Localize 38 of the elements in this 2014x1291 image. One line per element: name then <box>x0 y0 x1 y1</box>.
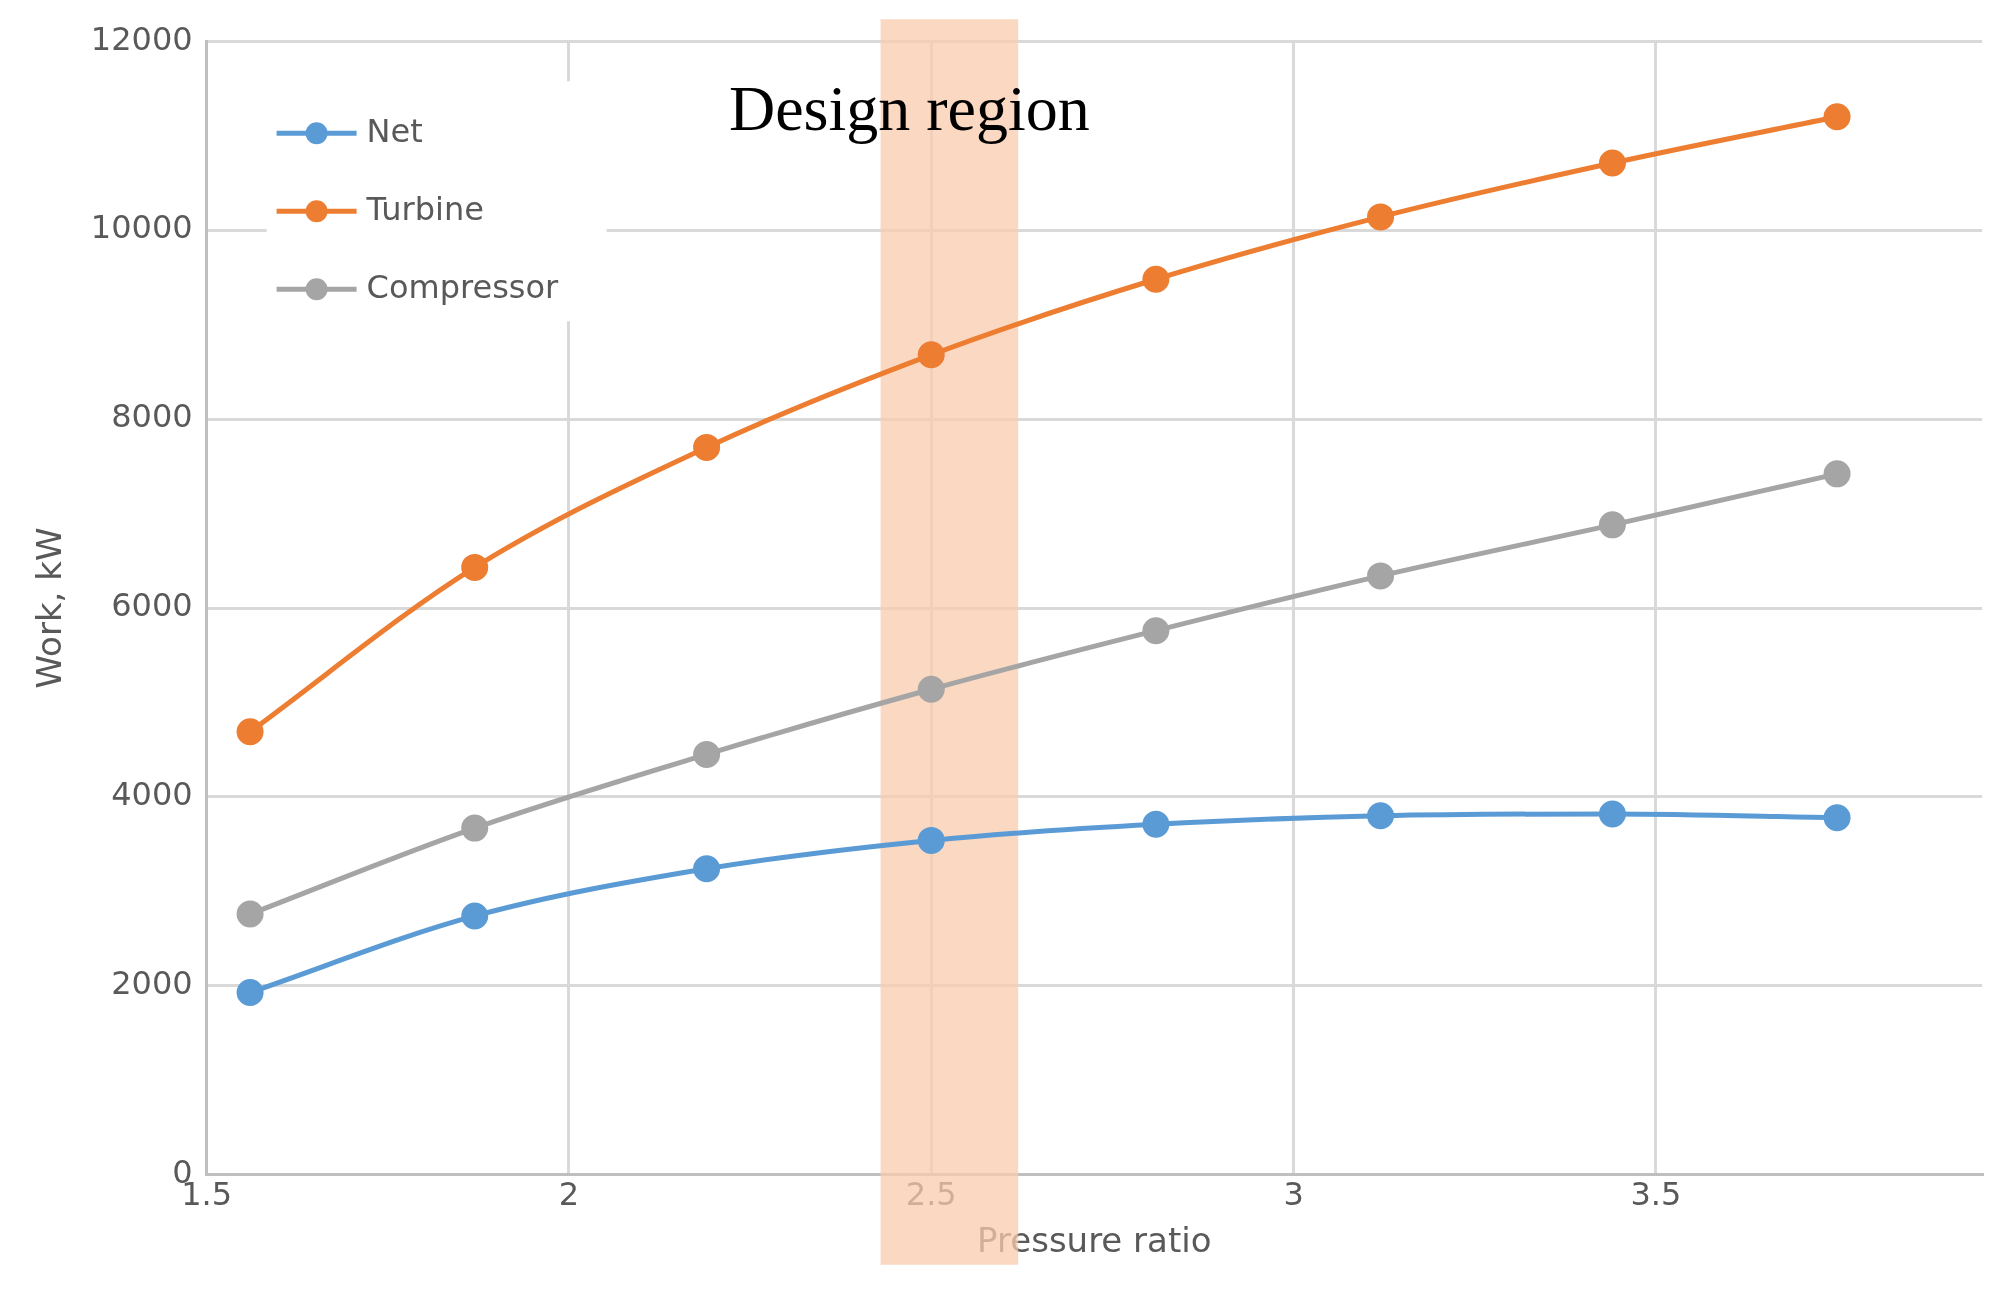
point <box>917 826 945 854</box>
y-tick-label: 2000 <box>111 964 193 1003</box>
point <box>236 978 264 1006</box>
x-tick-label: 3 <box>1283 1175 1304 1214</box>
point <box>1598 149 1626 177</box>
x-tick-label: 2 <box>558 1175 580 1214</box>
y-tick-label: 10000 <box>90 208 193 247</box>
point <box>236 718 264 746</box>
point <box>1823 460 1851 488</box>
point <box>1598 800 1626 828</box>
band-label: Design region <box>728 73 1090 145</box>
point <box>461 553 489 581</box>
y-tick-label: 4000 <box>111 775 193 814</box>
point <box>1823 804 1851 832</box>
point <box>917 675 945 703</box>
legend-label: Turbine <box>365 189 484 228</box>
point <box>236 900 264 928</box>
point <box>693 740 721 768</box>
point <box>1367 203 1395 231</box>
point <box>1367 562 1395 590</box>
x-tick-label: 3.5 <box>1630 1175 1682 1214</box>
point <box>1598 511 1626 539</box>
legend-label: Compressor <box>366 267 560 306</box>
y-axis-title: Work, kW <box>29 527 70 689</box>
point <box>1823 103 1851 131</box>
point <box>1367 802 1395 830</box>
y-tick-label: 8000 <box>111 397 193 436</box>
y-tick-label: 6000 <box>111 586 193 625</box>
point <box>1142 810 1170 838</box>
legend-label: Net <box>366 111 423 150</box>
y-tick-label: 12000 <box>90 19 193 58</box>
point <box>917 341 945 369</box>
point <box>461 814 489 842</box>
point <box>461 902 489 930</box>
point <box>1142 265 1170 293</box>
point <box>693 433 721 461</box>
point <box>1142 617 1170 645</box>
point <box>693 855 721 883</box>
